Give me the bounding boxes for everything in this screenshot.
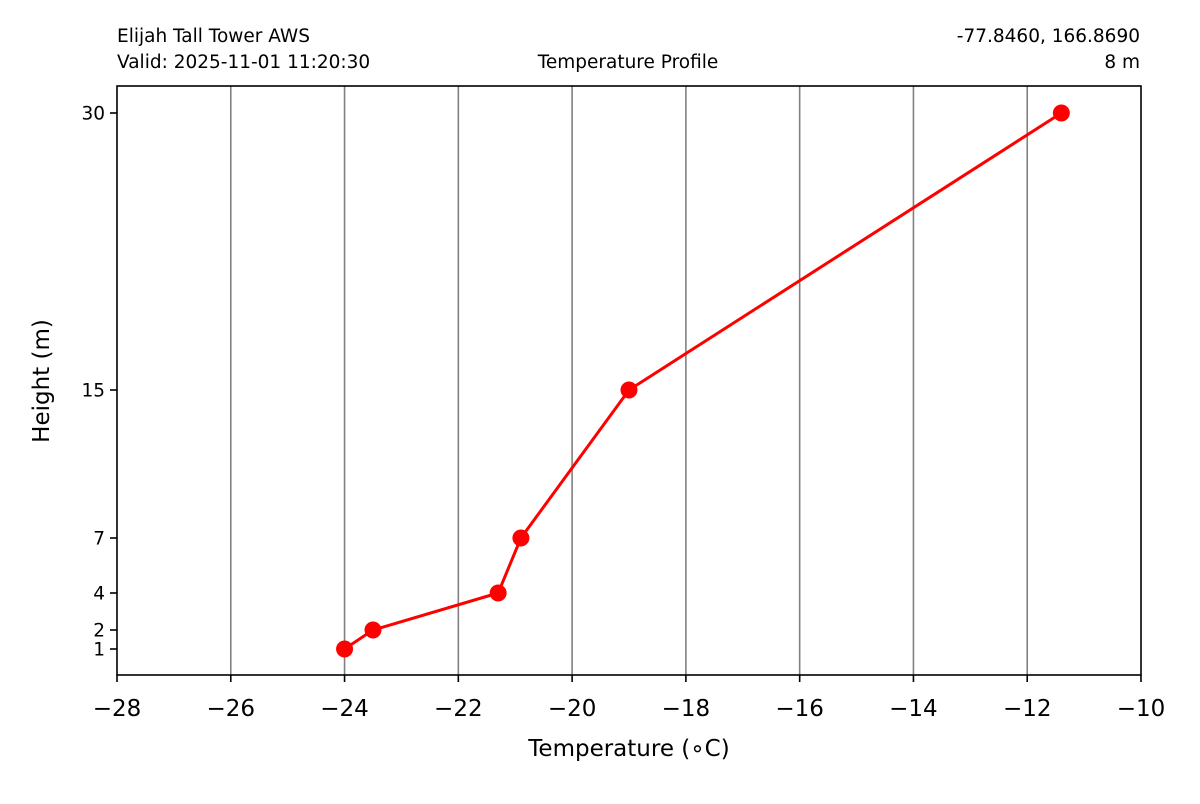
y-tick-label: 15 [81, 381, 105, 402]
grid-lines [229, 86, 1029, 675]
x-tick-label: −14 [889, 696, 938, 722]
x-axis-label: Temperature (∘C) [527, 736, 729, 762]
valid-time: Valid: 2025-11-01 11:20:30 [117, 52, 370, 73]
data-point [1052, 104, 1070, 122]
x-axis-ticks: −28 −26 −24 −22 −20 −18 −16 −14 −12 −10 [93, 675, 1166, 722]
y-tick-label: 2 [93, 621, 105, 642]
data-point [489, 584, 507, 602]
x-tick-label: −20 [548, 696, 597, 722]
x-tick-label: −28 [93, 696, 142, 722]
y-tick-label: 4 [93, 584, 105, 605]
station-elevation: 8 m [1104, 52, 1140, 73]
plot-frame [116, 85, 1142, 676]
data-point [620, 381, 638, 399]
station-name: Elijah Tall Tower AWS [117, 26, 310, 47]
y-tick-label: 7 [93, 529, 105, 550]
profile-line [343, 111, 1063, 651]
x-tick-label: −24 [320, 696, 369, 722]
data-point [512, 529, 530, 547]
x-tick-label: −22 [434, 696, 483, 722]
y-axis-ticks: 12 4 7 15 30 [81, 104, 117, 661]
chart-title: Temperature Profile [537, 52, 719, 73]
x-tick-label: −26 [207, 696, 256, 722]
x-tick-label: −18 [662, 696, 711, 722]
y-axis-label: Height (m) [29, 319, 55, 443]
data-point [336, 640, 354, 658]
x-tick-label: −12 [1003, 696, 1052, 722]
x-tick-label: −10 [1117, 696, 1166, 722]
x-tick-label: −16 [775, 696, 824, 722]
series-temperature [336, 104, 1070, 658]
y-tick-label: 1 [93, 640, 105, 661]
station-coordinates: -77.8460, 166.8690 [957, 26, 1140, 47]
data-point [364, 621, 382, 639]
y-tick-label: 30 [81, 104, 105, 125]
